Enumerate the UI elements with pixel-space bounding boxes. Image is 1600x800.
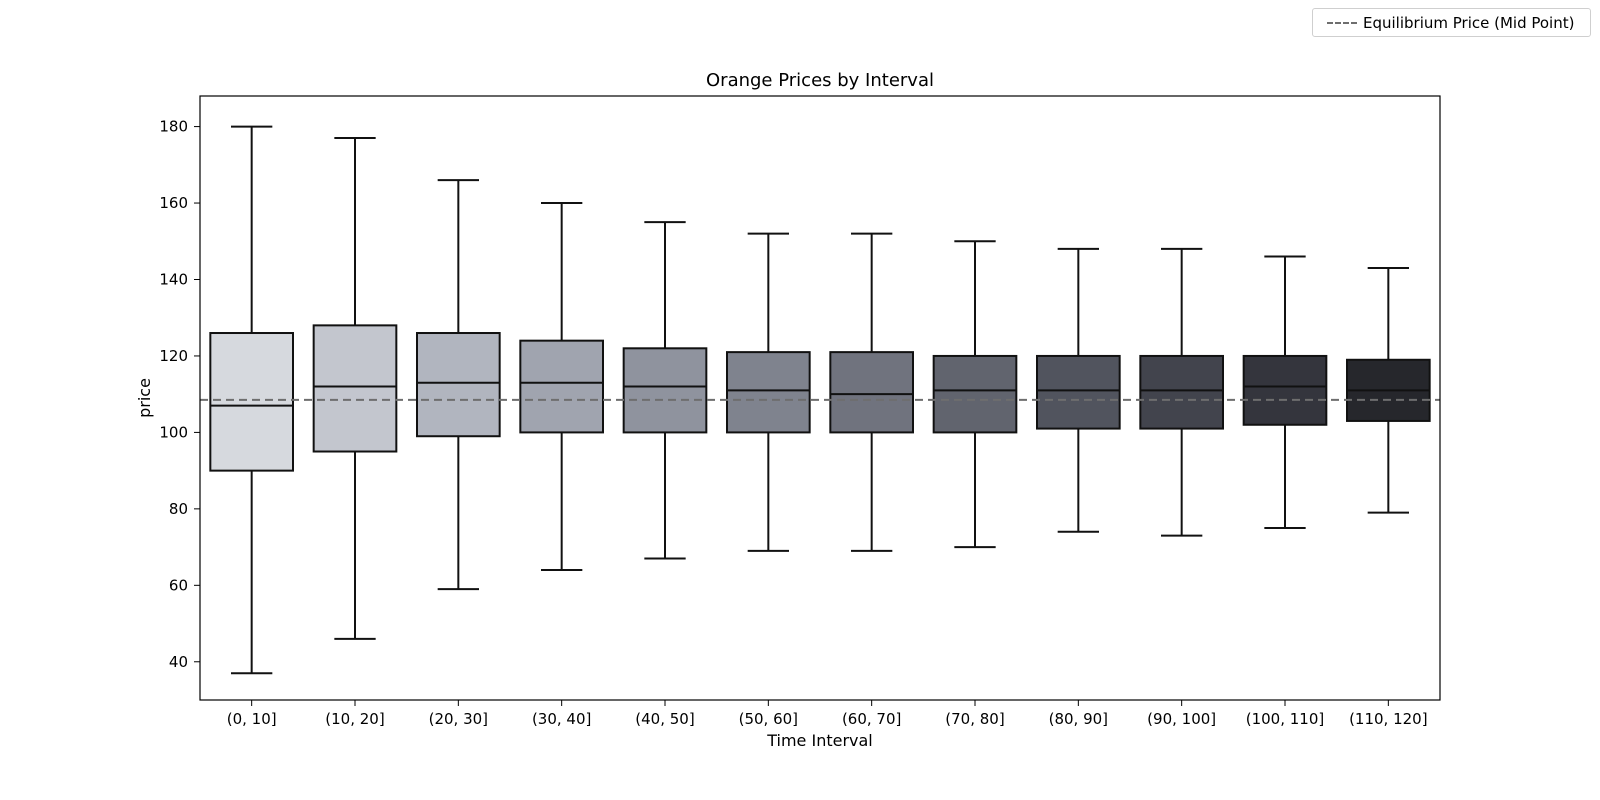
x-tick-label: (20, 30] (429, 710, 488, 728)
x-tick-label: (110, 120] (1349, 710, 1428, 728)
x-tick-label: (50, 60] (739, 710, 798, 728)
y-tick-label: 120 (159, 347, 188, 365)
y-axis-label: price (135, 378, 154, 418)
box-iqr (312, 324, 398, 453)
box-group (1036, 247, 1121, 533)
box-iqr (726, 351, 811, 434)
x-tick-label: (0, 10] (227, 710, 277, 728)
box-iqr (1139, 354, 1225, 430)
x-axis-ticks: (0, 10] (10, 20] (20, 30] (30, 40] (40, 50] (… (227, 700, 1428, 728)
box-iqr (829, 351, 914, 434)
x-tick-label: (100, 110] (1246, 710, 1325, 728)
x-tick-label: (80, 90] (1049, 710, 1108, 728)
box-iqr (1036, 354, 1121, 430)
y-tick-label: 160 (159, 194, 188, 212)
x-axis-label: Time Interval (766, 731, 873, 750)
box-iqr (416, 332, 501, 438)
box-group (1139, 247, 1225, 537)
box-group (622, 221, 708, 560)
box-group (932, 240, 1018, 549)
y-tick-label: 140 (159, 270, 188, 288)
x-tick-label: (70, 80] (945, 710, 1004, 728)
y-tick-label: 180 (159, 118, 188, 136)
box-iqr (622, 347, 708, 434)
x-tick-label: (60, 70] (842, 710, 901, 728)
boxes-layer (209, 125, 1431, 675)
box-group (312, 137, 398, 640)
y-tick-label: 40 (169, 653, 188, 671)
x-tick-label: (10, 20] (325, 710, 384, 728)
plot-area-frame (199, 95, 1441, 701)
x-tick-label: (90, 100] (1147, 710, 1216, 728)
box-group (209, 125, 294, 675)
y-tick-label: 100 (159, 423, 188, 441)
box-iqr (1242, 354, 1328, 426)
box-iqr (209, 332, 294, 472)
legend-dashed-line-swatch (1327, 22, 1357, 24)
box-group (829, 232, 914, 552)
box-group (519, 202, 604, 572)
box-iqr (519, 339, 604, 434)
y-tick-label: 80 (169, 500, 188, 518)
x-tick-label: (30, 40] (532, 710, 591, 728)
box-iqr (932, 354, 1018, 434)
box-group (1346, 267, 1431, 514)
legend: Equilibrium Price (Mid Point) (1312, 8, 1591, 37)
box-group (416, 179, 501, 591)
x-tick-label: (40, 50] (635, 710, 694, 728)
legend-label: Equilibrium Price (Mid Point) (1363, 14, 1575, 32)
box-group (726, 232, 811, 552)
y-tick-label: 60 (169, 576, 188, 594)
box-group (1242, 255, 1328, 529)
chart-title: Orange Prices by Interval (706, 70, 934, 91)
y-axis-ticks: 40 60 80 100 120 140 160 180 (159, 118, 200, 671)
